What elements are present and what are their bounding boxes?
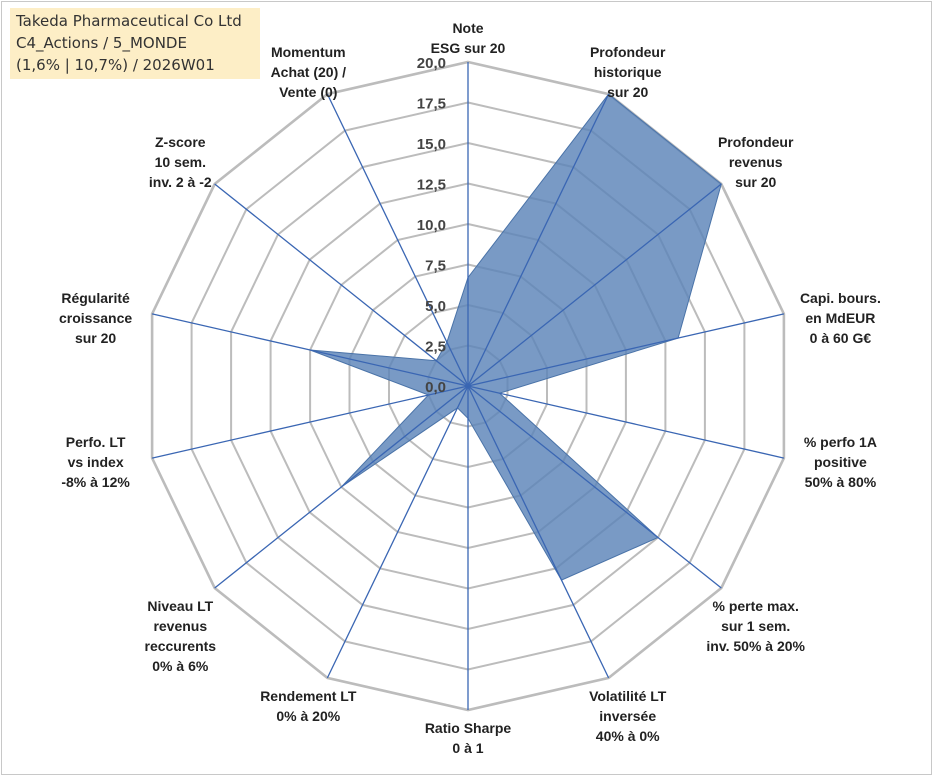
axis-spoke [214, 385, 469, 589]
axis-label-line: Note [452, 20, 483, 36]
axis-label-line: Perfo. LT [66, 434, 126, 450]
tick-label: 7,5 [425, 258, 446, 275]
axis-label-line: Régularité [61, 290, 130, 306]
tick-label: 5,0 [425, 298, 446, 315]
axis-spoke [467, 93, 610, 387]
axis-label: % perfo 1A positive 50% à 80% [804, 434, 877, 490]
axis-label-line: croissance [59, 310, 132, 326]
axis-label: Capi. bours. en MdEUR 0 à 60 G€ [800, 290, 881, 346]
axis-label-line: inv. 50% à 20% [706, 638, 805, 654]
axis-label: Profondeur historique sur 20 [590, 44, 666, 100]
axis-spoke [467, 183, 722, 387]
title-company: Takeda Pharmaceutical Co Ltd [16, 12, 242, 30]
axis-label-line: Achat (20) / [271, 64, 347, 80]
axis-label-line: revenus [153, 618, 207, 634]
axis-label: Rendement LT 0% à 20% [260, 688, 357, 724]
axis-spoke [467, 385, 722, 589]
title-period: (1,6% | 10,7%) / 2026W01 [16, 56, 215, 74]
chart-title-box: Takeda Pharmaceutical Co Ltd C4_Actions … [10, 8, 260, 79]
axis-label-line: sur 1 sem. [721, 618, 790, 634]
axis-label-line: Z-score [155, 134, 206, 150]
axis-label: Profondeur revenus sur 20 [718, 134, 794, 190]
axis-label-line: % perfo 1A [804, 434, 877, 450]
axis-label: Volatilité LT inversée 40% à 0% [589, 688, 667, 744]
axis-labels: Note ESG sur 20 Profondeur historique sur 20… [59, 20, 881, 756]
axis-label: Niveau LT revenus reccurents 0% à 6% [145, 598, 217, 674]
axis-label-line: 50% à 80% [805, 474, 877, 490]
axis-label-line: Vente (0) [279, 84, 337, 100]
axis-label-line: -8% à 12% [61, 474, 130, 490]
axis-label-line: sur 20 [735, 174, 776, 190]
axis-label: Régularité croissance sur 20 [59, 290, 132, 346]
axis-label-line: Profondeur [590, 44, 666, 60]
axis-spoke [467, 385, 785, 459]
axis-spoke [326, 385, 469, 679]
axis-label-line: historique [594, 64, 662, 80]
axis-label-line: vs index [68, 454, 124, 470]
axis-spoke [151, 313, 469, 387]
axis-label-line: en MdEUR [805, 310, 875, 326]
tick-label: 2,5 [425, 339, 446, 356]
title-category: C4_Actions / 5_MONDE [16, 34, 187, 52]
axis-label: Z-score 10 sem. inv. 2 à -2 [149, 134, 212, 190]
axis-label-line: Ratio Sharpe [425, 720, 512, 736]
tick-label: 15,0 [417, 136, 446, 153]
series-area [309, 93, 722, 581]
tick-label: 0,0 [425, 379, 446, 396]
axis-label-line: ESG sur 20 [431, 40, 506, 56]
axis-label-line: inversée [599, 708, 656, 724]
tick-label: 12,5 [417, 177, 446, 194]
axis-label-line: Capi. bours. [800, 290, 881, 306]
axis-spoke [326, 93, 469, 387]
axis-spoke [214, 183, 469, 387]
axis-label-line: Volatilité LT [589, 688, 667, 704]
axis-label-line: Momentum [271, 44, 346, 60]
axis-label-line: positive [814, 454, 867, 470]
axis-label: % perte max. sur 1 sem. inv. 50% à 20% [706, 598, 805, 654]
axis-label-line: inv. 2 à -2 [149, 174, 212, 190]
tick-label: 17,5 [417, 96, 446, 113]
axis-label-line: 0 à 1 [452, 740, 483, 756]
axis-label-line: 0 à 60 G€ [810, 330, 872, 346]
axis-label-line: 0% à 20% [276, 708, 340, 724]
axis-label: Ratio Sharpe 0 à 1 [425, 720, 512, 756]
radial-tick-labels: 0,0 2,5 5,0 7,5 10,0 12,5 15,0 17,5 20,0 [417, 55, 446, 396]
axis-label-line: 40% à 0% [596, 728, 660, 744]
axis-label-line: 10 sem. [155, 154, 206, 170]
axis-label-line: Niveau LT [147, 598, 213, 614]
axis-label-line: Rendement LT [260, 688, 357, 704]
axis-label-line: revenus [729, 154, 783, 170]
axis-spoke [151, 385, 469, 459]
radar-spokes [151, 62, 785, 710]
axis-label-line: % perte max. [713, 598, 799, 614]
radar-series [309, 93, 722, 581]
axis-spoke [467, 313, 785, 387]
axis-label-line: sur 20 [607, 84, 648, 100]
axis-label-line: sur 20 [75, 330, 116, 346]
tick-label: 20,0 [417, 55, 446, 72]
axis-spoke [467, 385, 610, 679]
axis-label-line: reccurents [145, 638, 217, 654]
axis-label-line: Profondeur [718, 134, 794, 150]
axis-label: Perfo. LT vs index -8% à 12% [61, 434, 130, 490]
axis-label: Note ESG sur 20 [431, 20, 506, 56]
axis-label: Momentum Achat (20) / Vente (0) [271, 44, 347, 100]
axis-label-line: 0% à 6% [152, 658, 209, 674]
tick-label: 10,0 [417, 217, 446, 234]
